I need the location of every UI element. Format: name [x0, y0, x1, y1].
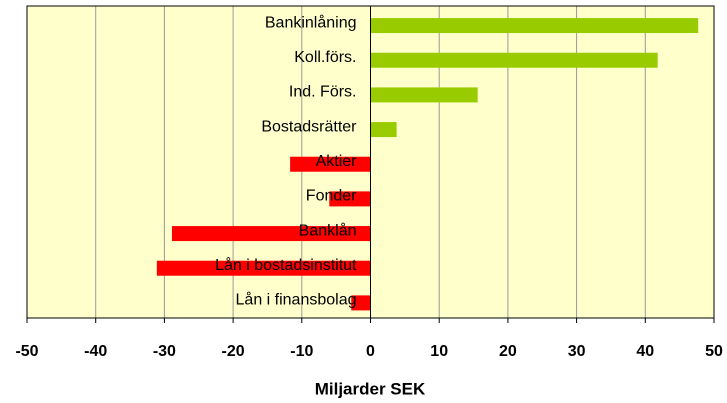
x-tick-label: -10: [290, 343, 313, 360]
category-label: Ind. Förs.: [289, 84, 357, 101]
category-label: Aktier: [316, 153, 358, 170]
category-label: Banklån: [299, 221, 357, 239]
x-tick-label: 0: [366, 343, 375, 360]
x-tick-label: 30: [568, 343, 586, 360]
category-label: Bostadsrätter: [261, 118, 357, 135]
category-label: Lån i bostadsinstitut: [215, 256, 357, 274]
category-label: Fonder: [306, 188, 357, 205]
bar: [370, 122, 397, 138]
x-tick-label: -20: [222, 343, 245, 360]
x-tick-label: -50: [15, 343, 38, 360]
x-tick-label: 10: [430, 343, 448, 360]
bar: [156, 260, 371, 276]
x-tick-label: 50: [705, 343, 723, 360]
plot-border: [26, 5, 715, 319]
bar: [351, 295, 371, 311]
bar: [370, 87, 478, 103]
x-tick-label: -40: [84, 343, 107, 360]
bar: [370, 18, 699, 34]
category-label: Koll.förs.: [294, 49, 356, 66]
bar: [290, 156, 371, 172]
bar: [171, 226, 371, 242]
category-label: Bankinlåning: [265, 13, 357, 31]
x-axis-title: Miljarder SEK: [315, 379, 426, 398]
bar: [329, 191, 371, 207]
x-tick-label: 40: [636, 343, 654, 360]
category-label: Lån i finansbolag: [236, 291, 357, 309]
x-tick-label: -30: [153, 343, 176, 360]
bar: [370, 52, 658, 68]
x-tick-label: 20: [499, 343, 517, 360]
